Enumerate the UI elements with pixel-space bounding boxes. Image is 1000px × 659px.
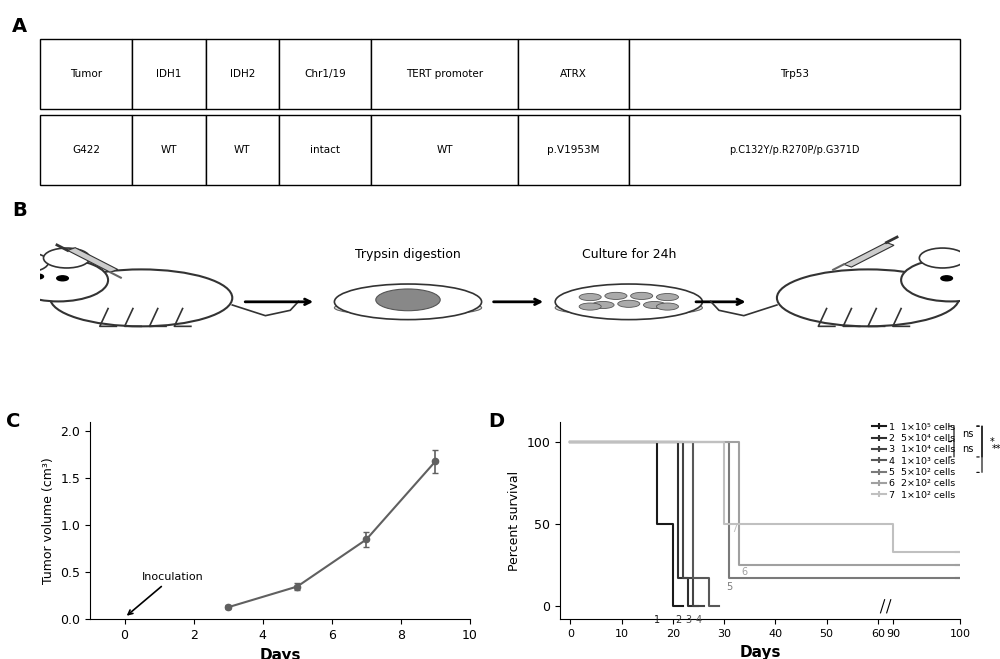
Bar [279,115,371,185]
Circle shape [43,248,90,268]
Ellipse shape [631,293,653,299]
X-axis label: Days: Days [739,645,781,659]
Text: Tumor: Tumor [70,69,102,79]
Ellipse shape [656,303,678,310]
Bar [518,115,629,185]
Bar [40,115,132,185]
Ellipse shape [579,293,601,301]
Text: C: C [6,412,21,431]
Bar [40,40,132,109]
Ellipse shape [555,300,702,316]
Circle shape [5,279,15,284]
Text: 5: 5 [726,581,732,592]
Bar [68,248,118,272]
Legend: 1  1×10⁵ cells, 2  5×10⁴ cells, 3  1×10⁴ cells, 4  1×10³ cells, 5  5×10² cells, : 1 1×10⁵ cells, 2 5×10⁴ cells, 3 1×10⁴ ce… [872,422,955,500]
Ellipse shape [644,301,666,308]
Text: ns: ns [962,444,973,454]
Circle shape [901,259,1000,301]
Bar [132,40,206,109]
Text: ATRX: ATRX [560,69,587,79]
Circle shape [941,276,952,281]
Text: intact: intact [310,145,340,155]
Text: WT: WT [161,145,177,155]
Ellipse shape [592,301,614,308]
Text: IDH1: IDH1 [156,69,181,79]
Text: WT: WT [437,145,453,155]
Ellipse shape [376,289,440,311]
Text: Chr1/19: Chr1/19 [304,69,346,79]
Circle shape [966,274,977,279]
Ellipse shape [334,284,482,320]
Text: p.C132Y/p.R270P/p.G371D: p.C132Y/p.R270P/p.G371D [729,145,860,155]
Text: Culture for 24h: Culture for 24h [582,248,676,261]
Bar [629,115,960,185]
Y-axis label: Tumor volume (cm³): Tumor volume (cm³) [42,457,55,584]
Bar [371,40,518,109]
Text: ns: ns [962,429,973,439]
Text: D: D [488,412,504,431]
Circle shape [9,259,108,301]
Bar [371,115,518,185]
Ellipse shape [605,293,627,299]
Bar [206,115,279,185]
Circle shape [57,276,68,281]
Text: A: A [12,17,28,36]
Ellipse shape [334,300,482,316]
Ellipse shape [656,293,678,301]
Text: IDH2: IDH2 [230,69,255,79]
Text: B: B [12,201,27,220]
Ellipse shape [579,303,601,310]
Text: TERT promoter: TERT promoter [406,69,483,79]
Text: 7: 7 [731,524,737,534]
Text: **: ** [992,444,1000,454]
Text: G422: G422 [72,145,100,155]
Text: 4: 4 [695,614,702,625]
Circle shape [32,274,43,279]
Circle shape [994,279,1000,284]
Text: p.V1953M: p.V1953M [547,145,600,155]
Text: 6: 6 [742,567,748,577]
Bar [206,40,279,109]
Text: Trypsin digestion: Trypsin digestion [355,248,461,261]
Text: 2: 2 [675,614,681,625]
Bar [279,40,371,109]
Ellipse shape [777,270,959,326]
Bar [518,40,629,109]
Text: *: * [990,436,995,447]
Bar [132,115,206,185]
Circle shape [919,248,966,268]
Text: Inoculation: Inoculation [128,572,204,615]
Y-axis label: Percent survival: Percent survival [508,471,521,571]
Text: 3: 3 [685,614,691,625]
Ellipse shape [50,270,232,326]
Ellipse shape [555,284,702,320]
Text: Trp53: Trp53 [780,69,809,79]
Bar [629,40,960,109]
Text: 1: 1 [654,614,660,625]
Ellipse shape [618,301,640,307]
Circle shape [961,252,1000,272]
Bar [844,243,894,267]
X-axis label: Days: Days [259,648,301,659]
Text: WT: WT [234,145,251,155]
Circle shape [2,252,48,272]
